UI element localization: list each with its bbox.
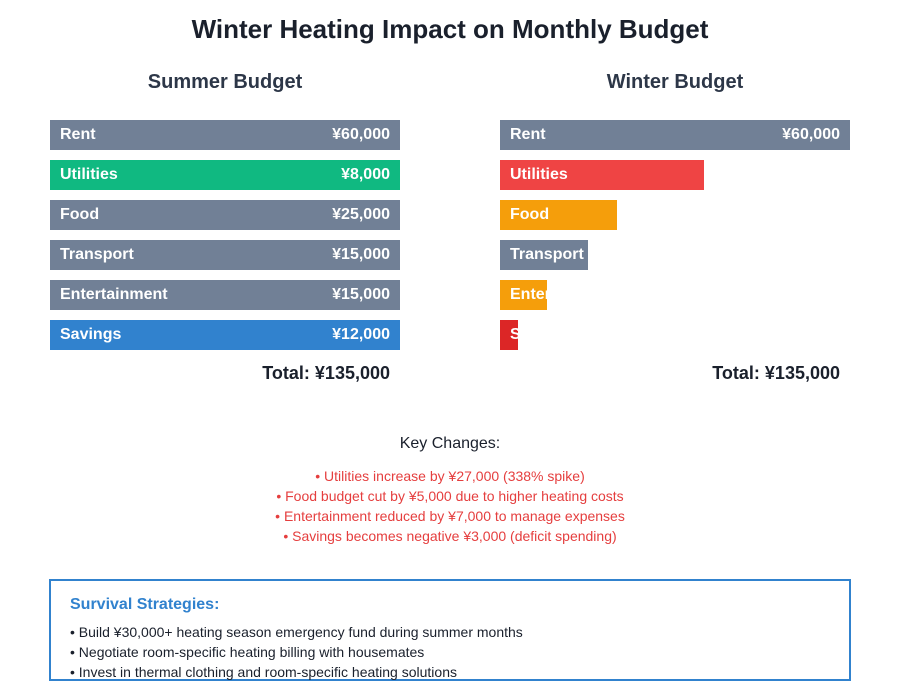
row-label: Savings bbox=[60, 326, 122, 343]
budget-bar: Rent ¥60,000 bbox=[500, 120, 850, 150]
budget-row: Savings bbox=[500, 320, 850, 350]
row-amount: ¥60,000 bbox=[332, 126, 390, 143]
row-amount: ¥12,000 bbox=[332, 326, 390, 343]
summer-total: Total: ¥135,000 bbox=[262, 363, 390, 383]
budget-bar: Utilities ¥8,000 bbox=[50, 160, 400, 190]
budget-bar: Entertainment ¥15,000 bbox=[50, 280, 400, 310]
row-label: Rent bbox=[510, 126, 546, 143]
budget-bar: Entertainment bbox=[500, 280, 547, 310]
budget-bar: Food bbox=[500, 200, 617, 230]
winter-title: Winter Budget bbox=[606, 71, 744, 93]
budget-row: Utilities bbox=[500, 160, 850, 190]
strategy-item: • Invest in thermal clothing and room-sp… bbox=[70, 664, 457, 680]
budget-bar: Savings bbox=[500, 320, 518, 350]
row-label: Transport bbox=[510, 246, 584, 263]
key-changes-title: Key Changes: bbox=[399, 435, 501, 452]
row-label: Food bbox=[510, 206, 550, 223]
change-item: • Food budget cut by ¥5,000 due to highe… bbox=[276, 488, 624, 504]
budget-row: Utilities ¥8,000 bbox=[50, 160, 400, 190]
winter-bars: Rent ¥60,000 Utilities Food Transport Enterta… bbox=[500, 120, 850, 360]
row-amount: ¥25,000 bbox=[332, 206, 390, 223]
budget-row: Transport ¥15,000 bbox=[50, 240, 400, 270]
row-amount: ¥8,000 bbox=[341, 166, 390, 183]
budget-row: Entertainment bbox=[500, 280, 850, 310]
budget-row: Entertainment ¥15,000 bbox=[50, 280, 400, 310]
budget-row: Rent ¥60,000 bbox=[500, 120, 850, 150]
summer-bars: Rent ¥60,000 Utilities ¥8,000 Food ¥25,000 Tra… bbox=[50, 120, 400, 360]
strategy-item: • Build ¥30,000+ heating season emergenc… bbox=[70, 624, 523, 640]
row-label: Rent bbox=[60, 126, 96, 143]
change-item: • Utilities increase by ¥27,000 (338% sp… bbox=[315, 468, 585, 484]
row-label: Food bbox=[60, 206, 100, 223]
row-label: Entertainment bbox=[60, 286, 168, 303]
summer-title: Summer Budget bbox=[147, 71, 303, 93]
budget-bar: Savings ¥12,000 bbox=[50, 320, 400, 350]
change-item: • Savings becomes negative ¥3,000 (defic… bbox=[283, 528, 617, 544]
budget-bar: Transport ¥15,000 bbox=[50, 240, 400, 270]
row-label: Utilities bbox=[60, 166, 118, 183]
row-label: Transport bbox=[60, 246, 134, 263]
budget-bar: Rent ¥60,000 bbox=[50, 120, 400, 150]
budget-row: Food bbox=[500, 200, 850, 230]
budget-row: Transport bbox=[500, 240, 850, 270]
budget-bar: Transport bbox=[500, 240, 588, 270]
row-amount: ¥15,000 bbox=[332, 246, 390, 263]
budget-row: Food ¥25,000 bbox=[50, 200, 400, 230]
strategies-box: Survival Strategies: • Build ¥30,000+ he… bbox=[49, 579, 851, 681]
change-item: • Entertainment reduced by ¥7,000 to man… bbox=[275, 508, 625, 524]
row-label: Utilities bbox=[510, 166, 568, 183]
strategies-title: Survival Strategies: bbox=[70, 596, 220, 613]
row-label: Savings bbox=[510, 326, 518, 343]
winter-total: Total: ¥135,000 bbox=[712, 363, 840, 383]
budget-bar: Food ¥25,000 bbox=[50, 200, 400, 230]
row-amount: ¥60,000 bbox=[782, 126, 840, 143]
budget-bar: Utilities bbox=[500, 160, 705, 190]
strategies-list: • Build ¥30,000+ heating season emergenc… bbox=[70, 622, 523, 682]
page-title: Winter Heating Impact on Monthly Budget bbox=[191, 14, 709, 44]
row-amount: ¥15,000 bbox=[332, 286, 390, 303]
budget-row: Savings ¥12,000 bbox=[50, 320, 400, 350]
strategy-item: • Negotiate room-specific heating billin… bbox=[70, 644, 425, 660]
key-changes-list: • Utilities increase by ¥27,000 (338% sp… bbox=[0, 466, 900, 546]
row-label: Entertainment bbox=[510, 286, 547, 303]
budget-row: Rent ¥60,000 bbox=[50, 120, 400, 150]
